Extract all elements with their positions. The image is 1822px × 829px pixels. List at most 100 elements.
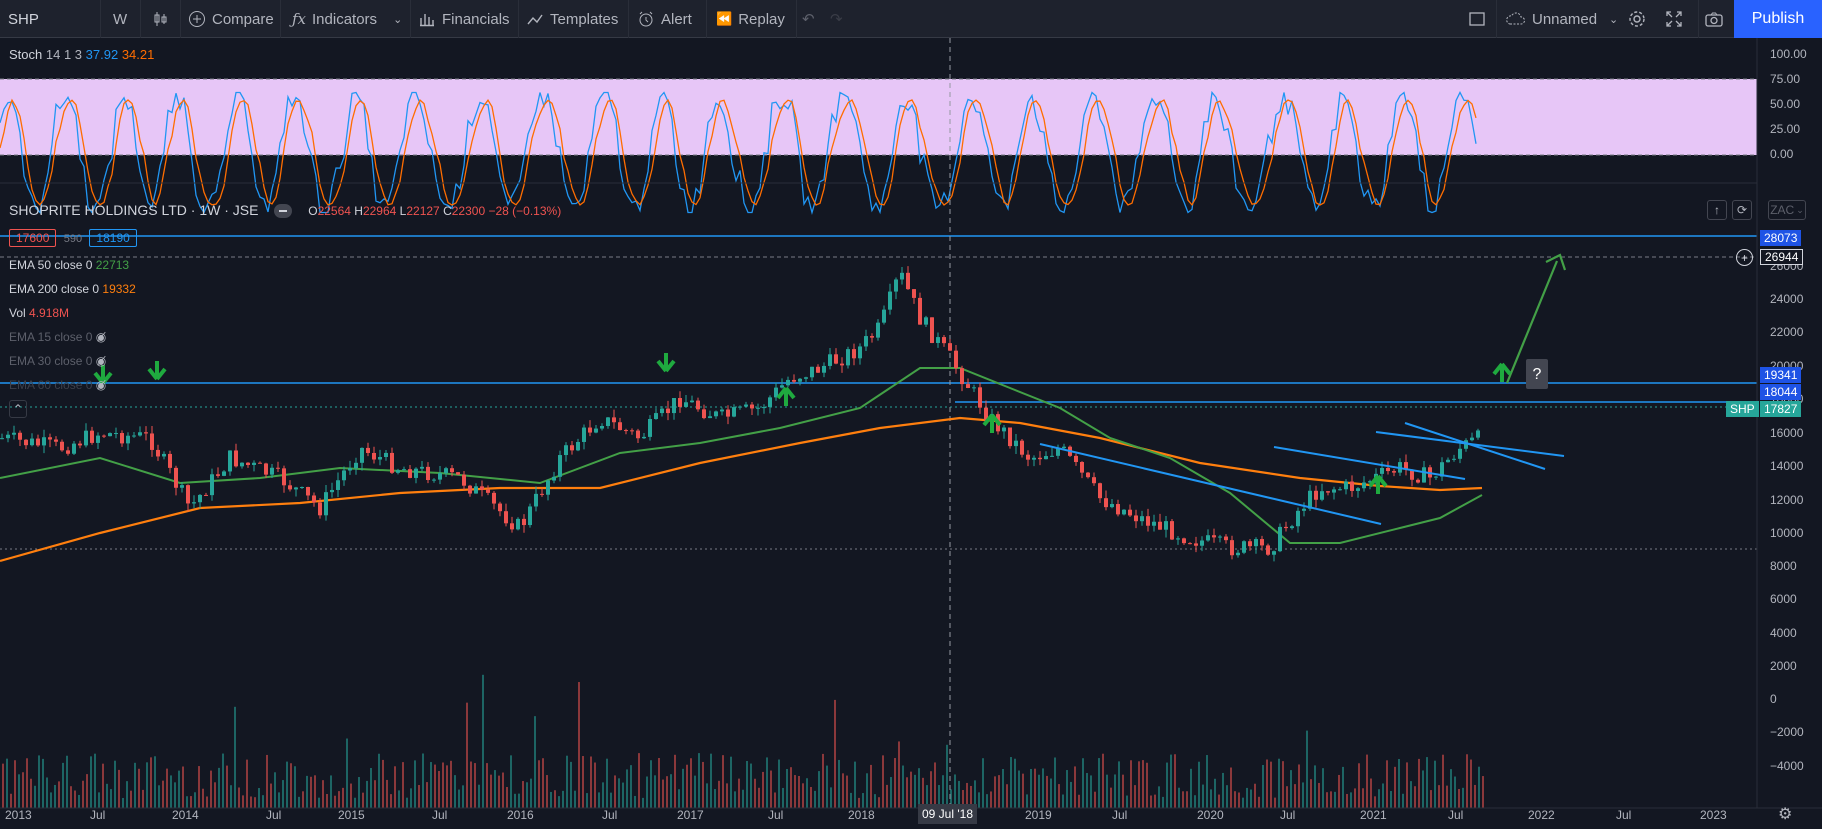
plus-icon: +	[1740, 250, 1748, 265]
candle-body	[846, 349, 850, 366]
volume-bar	[1182, 791, 1184, 808]
candle-body	[630, 430, 634, 432]
volume-bar	[1230, 767, 1232, 808]
candle-body	[546, 480, 550, 495]
volume-bar	[754, 778, 756, 808]
candle-body	[234, 450, 238, 467]
indicators-button[interactable]: ƒx Indicators ⌄	[292, 10, 403, 28]
ema30-legend[interactable]: EMA 30 close 0 ◉̸	[9, 354, 107, 368]
candle-body	[1290, 526, 1294, 529]
downtrend-channel-upper[interactable]	[1039, 443, 1382, 525]
currency-button[interactable]: ZAC ⌄	[1768, 200, 1806, 220]
gear-icon[interactable]: ⚙	[1778, 806, 1793, 823]
ema50-legend[interactable]: EMA 50 close 0 22713	[9, 258, 130, 272]
volume-bar	[474, 763, 476, 808]
volume-bar	[530, 778, 532, 808]
undo-button[interactable]: ↶	[802, 0, 815, 38]
stoch-scale-label: 25.00	[1770, 122, 1801, 136]
main-legend-title[interactable]: SHOPRITE HOLDINGS LTD · 1W · JSE O22564 …	[9, 202, 562, 219]
buy-button[interactable]: 18190	[89, 229, 137, 247]
time-axis-label: 2014	[172, 808, 199, 822]
fullscreen-select-button[interactable]	[1468, 0, 1486, 38]
collapse-legend-button[interactable]: ⌃	[9, 400, 27, 418]
volume-bar	[1410, 781, 1412, 808]
redo-button[interactable]: ↷	[830, 0, 843, 38]
volume-bar	[442, 762, 444, 808]
templates-button[interactable]: Templates	[526, 0, 618, 38]
volume-bar	[1246, 787, 1248, 808]
volume-bar	[658, 758, 660, 808]
replay-button[interactable]: ⏪ Replay	[716, 10, 785, 28]
layout-name-button[interactable]: Unnamed ⌄	[1504, 0, 1618, 38]
volume-bar	[1194, 795, 1196, 808]
ema200-legend[interactable]: EMA 200 close 0 19332	[9, 282, 136, 296]
volume-bar	[1026, 794, 1028, 808]
reset-scale-button[interactable]: ⟳	[1732, 200, 1752, 220]
chevron-down-icon: ⌄	[1609, 13, 1619, 26]
price-scale-label: 16000	[1770, 426, 1804, 440]
price-scale-label: 10000	[1770, 526, 1804, 540]
chart-canvas[interactable]: ?	[0, 38, 1822, 829]
candles-icon	[154, 12, 167, 26]
candle-body	[732, 407, 736, 417]
candle-body	[864, 336, 868, 347]
volume-bar	[394, 766, 396, 808]
scale-up-button[interactable]: ↑	[1707, 200, 1727, 220]
ema60-legend[interactable]: EMA 60 close 0 ◉̸	[9, 378, 107, 392]
ema15-legend[interactable]: EMA 15 close 0 ◉̸	[9, 330, 107, 344]
snapshot-button[interactable]	[1704, 0, 1724, 38]
compare-button[interactable]: Compare	[188, 0, 274, 38]
volume-bar	[1062, 794, 1064, 808]
candle-body	[300, 486, 304, 488]
candle-body	[612, 417, 616, 423]
question-annotation[interactable]: ?	[1526, 359, 1548, 389]
candle-body	[876, 322, 880, 338]
price-scale-label: 2000	[1770, 659, 1797, 673]
eye-off-icon[interactable]: ◉̸	[95, 330, 107, 344]
projection-arrow[interactable]	[1505, 260, 1559, 384]
chart-type-button[interactable]	[152, 0, 170, 38]
eye-off-icon[interactable]: ◉̸	[95, 354, 107, 368]
chevron-down-icon: ⌄	[1796, 204, 1804, 215]
trendlines[interactable]	[1039, 253, 1567, 525]
volume-bar	[970, 785, 972, 808]
symbol-search[interactable]: SHP	[8, 0, 39, 38]
volume-bar	[2, 763, 4, 808]
volume-bar	[902, 765, 904, 808]
volume-bar	[1202, 784, 1204, 808]
volume-bar	[1286, 786, 1288, 808]
volume-bar	[718, 780, 720, 808]
downtrend-channel-lower[interactable]	[1273, 446, 1466, 480]
volume-bar	[1210, 789, 1212, 808]
volume-legend[interactable]: Vol 4.918M	[9, 306, 70, 320]
volume-bar	[790, 767, 792, 808]
volume-bar	[1414, 786, 1416, 808]
financials-button[interactable]: Financials	[418, 0, 510, 38]
sell-button[interactable]: 17600	[9, 229, 57, 247]
rewind-icon: ⏪	[716, 11, 733, 26]
add-alert-button[interactable]: +	[1736, 249, 1753, 266]
volume-bar	[434, 764, 436, 808]
hide-legend-button[interactable]	[274, 204, 293, 219]
interval-button[interactable]: W	[113, 10, 128, 28]
candle-body	[30, 438, 34, 446]
volume-bar	[702, 761, 704, 808]
volume-bar	[810, 786, 812, 808]
volume-bar	[242, 795, 244, 808]
eye-off-icon[interactable]: ◉̸	[95, 378, 107, 392]
volume-bar	[626, 769, 628, 808]
volume-bar	[1010, 757, 1012, 808]
volume-bar	[758, 787, 760, 808]
candle-body	[1110, 504, 1114, 508]
candle-body	[1002, 427, 1006, 432]
volume-bar	[258, 788, 260, 808]
settings-button[interactable]	[1627, 0, 1647, 38]
candle-body	[1056, 448, 1060, 456]
fullscreen-button[interactable]	[1665, 0, 1683, 38]
stoch-legend[interactable]: Stoch 14 1 3 37.92 34.21	[9, 47, 155, 62]
alert-button[interactable]: Alert	[637, 0, 692, 38]
volume-bar	[390, 794, 392, 808]
publish-button[interactable]: Publish	[1734, 0, 1822, 38]
volume-bar	[598, 792, 600, 808]
flag-line-lower[interactable]	[1404, 422, 1546, 470]
